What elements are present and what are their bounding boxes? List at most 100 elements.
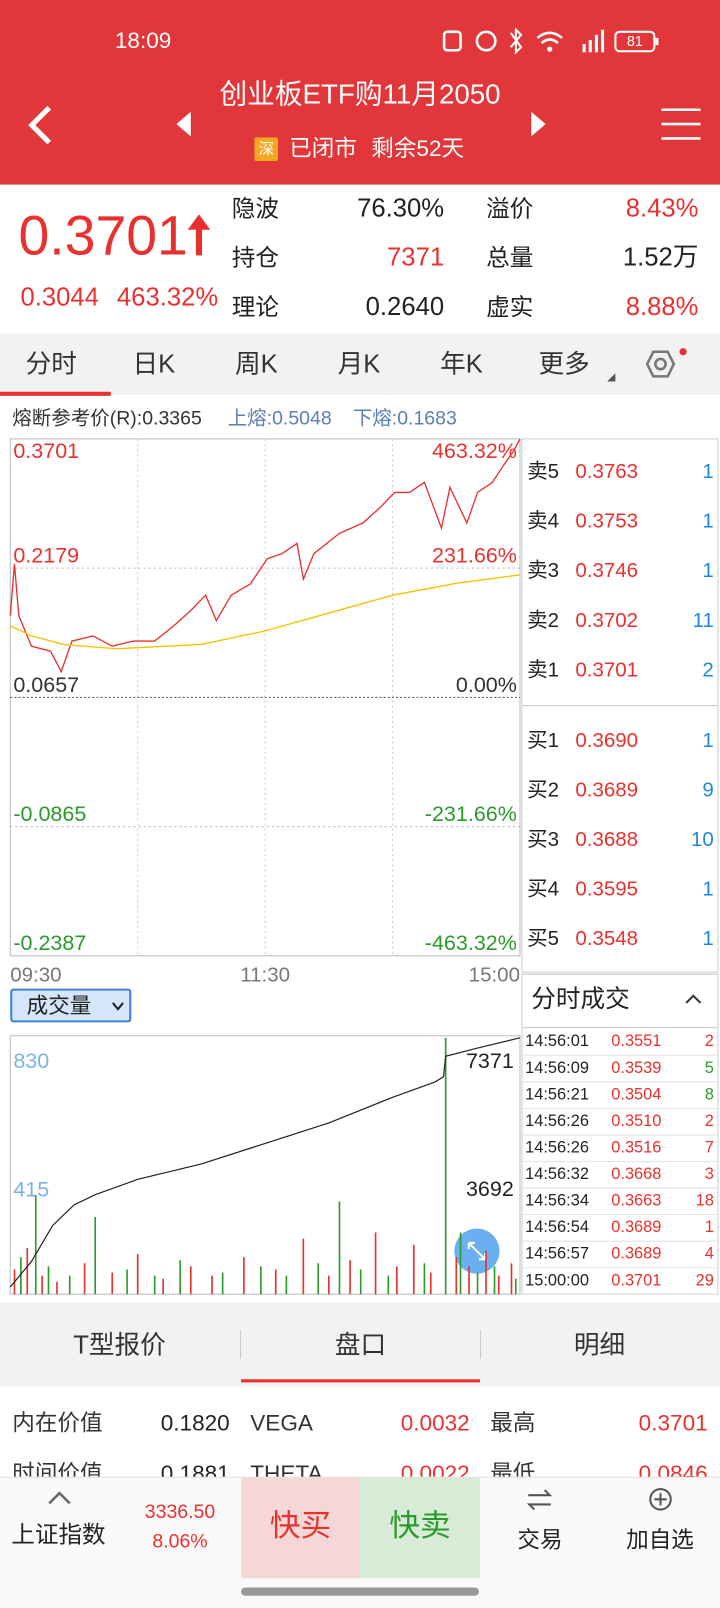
volume-bar: [34, 1195, 37, 1295]
exchange-badge: 深: [254, 137, 278, 162]
volume-bar: [179, 1260, 181, 1295]
y2-tick-label: 463.32%: [432, 439, 517, 463]
trade-time: 14:56:26: [525, 1112, 589, 1130]
tab[interactable]: 周K: [235, 349, 278, 379]
trade-qty: 29: [696, 1271, 714, 1289]
up-arrow: [187, 214, 211, 256]
book-price: 0.3702: [575, 609, 638, 632]
panel-tab[interactable]: 明细: [573, 1331, 626, 1360]
volume-bar: [20, 1257, 22, 1295]
average-line: [9, 574, 521, 650]
volume-bar: [444, 1037, 447, 1295]
trade-qty: 5: [705, 1059, 714, 1077]
trades-frame: [521, 973, 719, 1295]
stat-value: 8.88%: [625, 292, 699, 321]
float-button[interactable]: [454, 1228, 500, 1274]
volume-bar: [111, 1272, 114, 1295]
prev-button[interactable]: [174, 110, 195, 139]
volume-y-tick-label: 830: [13, 1049, 49, 1073]
tab-indicator: [0, 391, 111, 396]
trade-price: 0.3539: [611, 1059, 661, 1077]
quick-sell-bg: [359, 1477, 480, 1579]
book-level: 卖2: [527, 609, 559, 632]
next-button[interactable]: [527, 110, 548, 139]
x-tick-label: 15:00: [469, 964, 520, 987]
volume-bar: [349, 1260, 351, 1295]
trade-price: 0.3689: [611, 1245, 661, 1263]
volume-bar: [285, 1275, 288, 1295]
trade-time: 14:56:09: [525, 1059, 589, 1077]
index-name[interactable]: 上证指数: [11, 1520, 106, 1548]
stat-label: 理论: [231, 293, 279, 320]
dropdown-caret: [112, 1002, 124, 1011]
battery-level: 81: [626, 32, 643, 50]
tab[interactable]: 更多: [538, 349, 590, 379]
trade-price: 0.3504: [611, 1085, 661, 1103]
book-level: 卖1: [527, 658, 559, 681]
quick-buy-bg: [241, 1477, 360, 1579]
volume-bar: [493, 1266, 496, 1295]
volume-bar: [476, 1272, 479, 1295]
trade-price: 0.3510: [611, 1112, 661, 1130]
trade-qty: 1: [705, 1218, 714, 1236]
book-level: 卖3: [527, 559, 559, 582]
trade-time: 14:56:57: [525, 1245, 589, 1263]
back-button[interactable]: [27, 105, 56, 146]
volume-bar: [153, 1275, 156, 1295]
index-value: 3336.50: [144, 1501, 216, 1523]
stat-label: 虚实: [486, 293, 534, 320]
panel-tab[interactable]: T型报价: [73, 1331, 166, 1360]
y2-tick-label: -231.66%: [425, 802, 517, 826]
volume-bar: [423, 1263, 426, 1295]
tab[interactable]: 分时: [25, 349, 77, 379]
book-level: 卖4: [527, 510, 559, 533]
quick-sell[interactable]: 快卖: [389, 1509, 451, 1544]
tab[interactable]: 月K: [337, 349, 381, 379]
book-qty: 1: [702, 559, 713, 582]
stat-label: 隐波: [231, 194, 279, 222]
book-price: 0.3701: [575, 658, 638, 681]
status-icons: [442, 27, 659, 55]
status-time: 18:09: [114, 27, 172, 54]
quick-buy[interactable]: 快买: [269, 1509, 332, 1544]
trade-time: 14:56:26: [525, 1138, 589, 1156]
panel-tab-bar: [0, 1302, 720, 1387]
volume-bar: [211, 1275, 213, 1295]
trade-price: 0.3663: [611, 1192, 661, 1210]
volume-bar: [243, 1257, 245, 1295]
expand-icon[interactable]: [47, 1490, 72, 1506]
volume-bar: [260, 1266, 262, 1295]
volume-bar: [41, 1275, 43, 1295]
trade-time: 14:56:54: [525, 1218, 589, 1236]
trade-qty: 18: [696, 1192, 714, 1210]
volume-bar: [328, 1275, 330, 1295]
collapse-button[interactable]: [683, 991, 704, 1007]
book-level: 买1: [527, 729, 559, 752]
volume-y2-tick-label: 3692: [466, 1177, 514, 1201]
settings-button[interactable]: [642, 347, 691, 382]
panel-tab[interactable]: 盘口: [334, 1331, 387, 1360]
y-tick-label: -0.2387: [13, 931, 86, 955]
volume-bar: [459, 1232, 462, 1295]
indicator-selector[interactable]: 成交量: [10, 988, 132, 1023]
tab[interactable]: 年K: [440, 349, 483, 379]
menu-button[interactable]: [661, 107, 702, 142]
trade-qty: 7: [705, 1138, 714, 1156]
fuse-reference: 熔断参考价(R):0.3365: [12, 408, 202, 430]
trade-button[interactable]: 交易: [517, 1526, 563, 1553]
x-tick-label: 11:30: [240, 964, 290, 987]
days-remaining: 剩余52天: [371, 135, 465, 162]
tab-bar: [0, 333, 720, 395]
add-watchlist-button[interactable]: 加自选: [626, 1526, 694, 1553]
y-tick-label: 0.2179: [13, 544, 79, 568]
tab[interactable]: 日K: [132, 349, 176, 379]
order-book-frame: [521, 438, 719, 973]
volume-bar: [338, 1201, 341, 1295]
volume-bar: [429, 1272, 432, 1295]
book-level: 买5: [527, 927, 559, 950]
volume-bar: [359, 1269, 362, 1295]
volume-bar: [412, 1244, 415, 1295]
y2-tick-label: 0.00%: [456, 673, 517, 697]
gesture-bar: [241, 1587, 479, 1596]
